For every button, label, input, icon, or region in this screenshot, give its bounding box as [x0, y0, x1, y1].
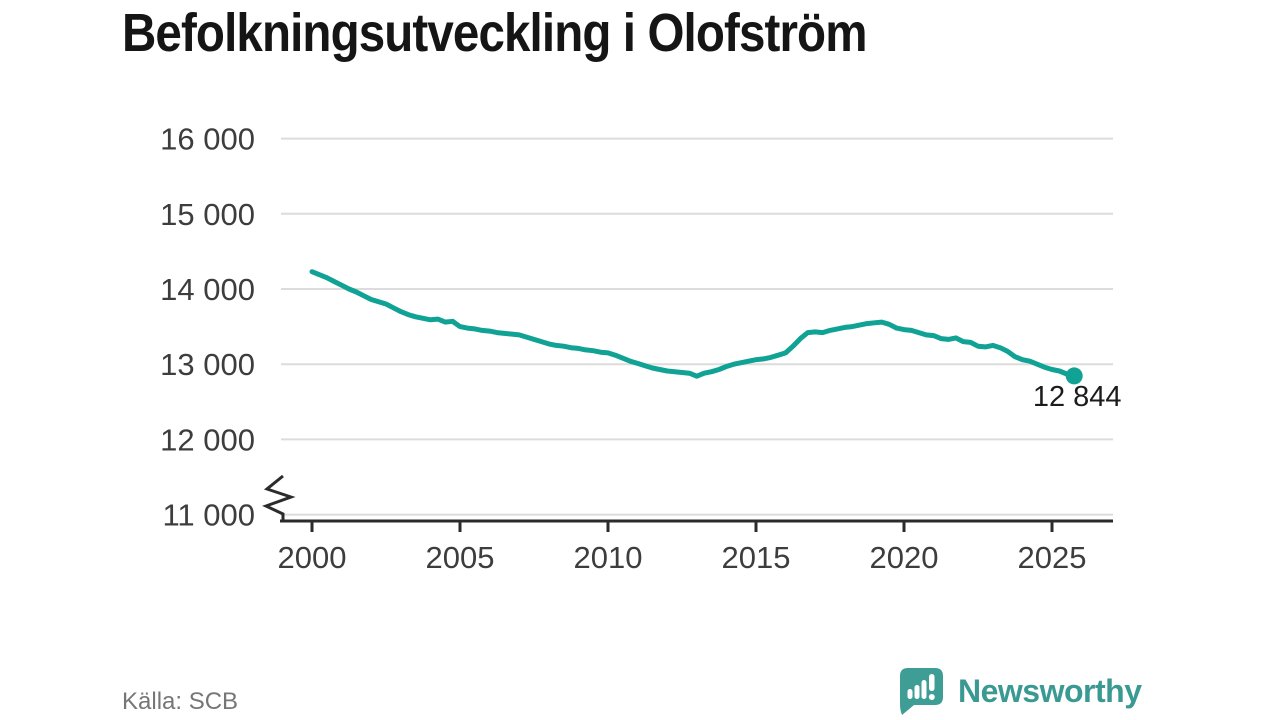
x-axis-label: 2000 [278, 540, 347, 575]
y-axis-label: 15 000 [160, 197, 255, 232]
y-axis-label: 14 000 [160, 272, 255, 307]
newsworthy-logo-text: Newsworthy [958, 672, 1142, 709]
newsworthy-logo-icon [900, 668, 943, 715]
y-axis-label: 13 000 [160, 347, 255, 382]
y-axis-label: 16 000 [160, 122, 255, 157]
x-axis-label: 2020 [870, 540, 939, 575]
source-caption: Källa: SCB [122, 688, 239, 715]
axis-break-icon [262, 474, 296, 520]
x-axis-label: 2010 [574, 540, 643, 575]
x-axis-label: 2015 [722, 540, 791, 575]
y-axis-label: 12 000 [160, 422, 255, 457]
population-line [309, 269, 1077, 379]
latest-value-label: 12 844 [1033, 381, 1122, 413]
x-axis-label: 2005 [426, 540, 495, 575]
chart-title: Befolkningsutveckling i Olofström [122, 3, 867, 63]
latest-value-dot [1065, 367, 1083, 385]
x-axis-label: 2025 [1018, 540, 1087, 575]
y-axis-label: 11 000 [162, 498, 255, 533]
newsworthy-logo: Newsworthy [898, 666, 1142, 716]
